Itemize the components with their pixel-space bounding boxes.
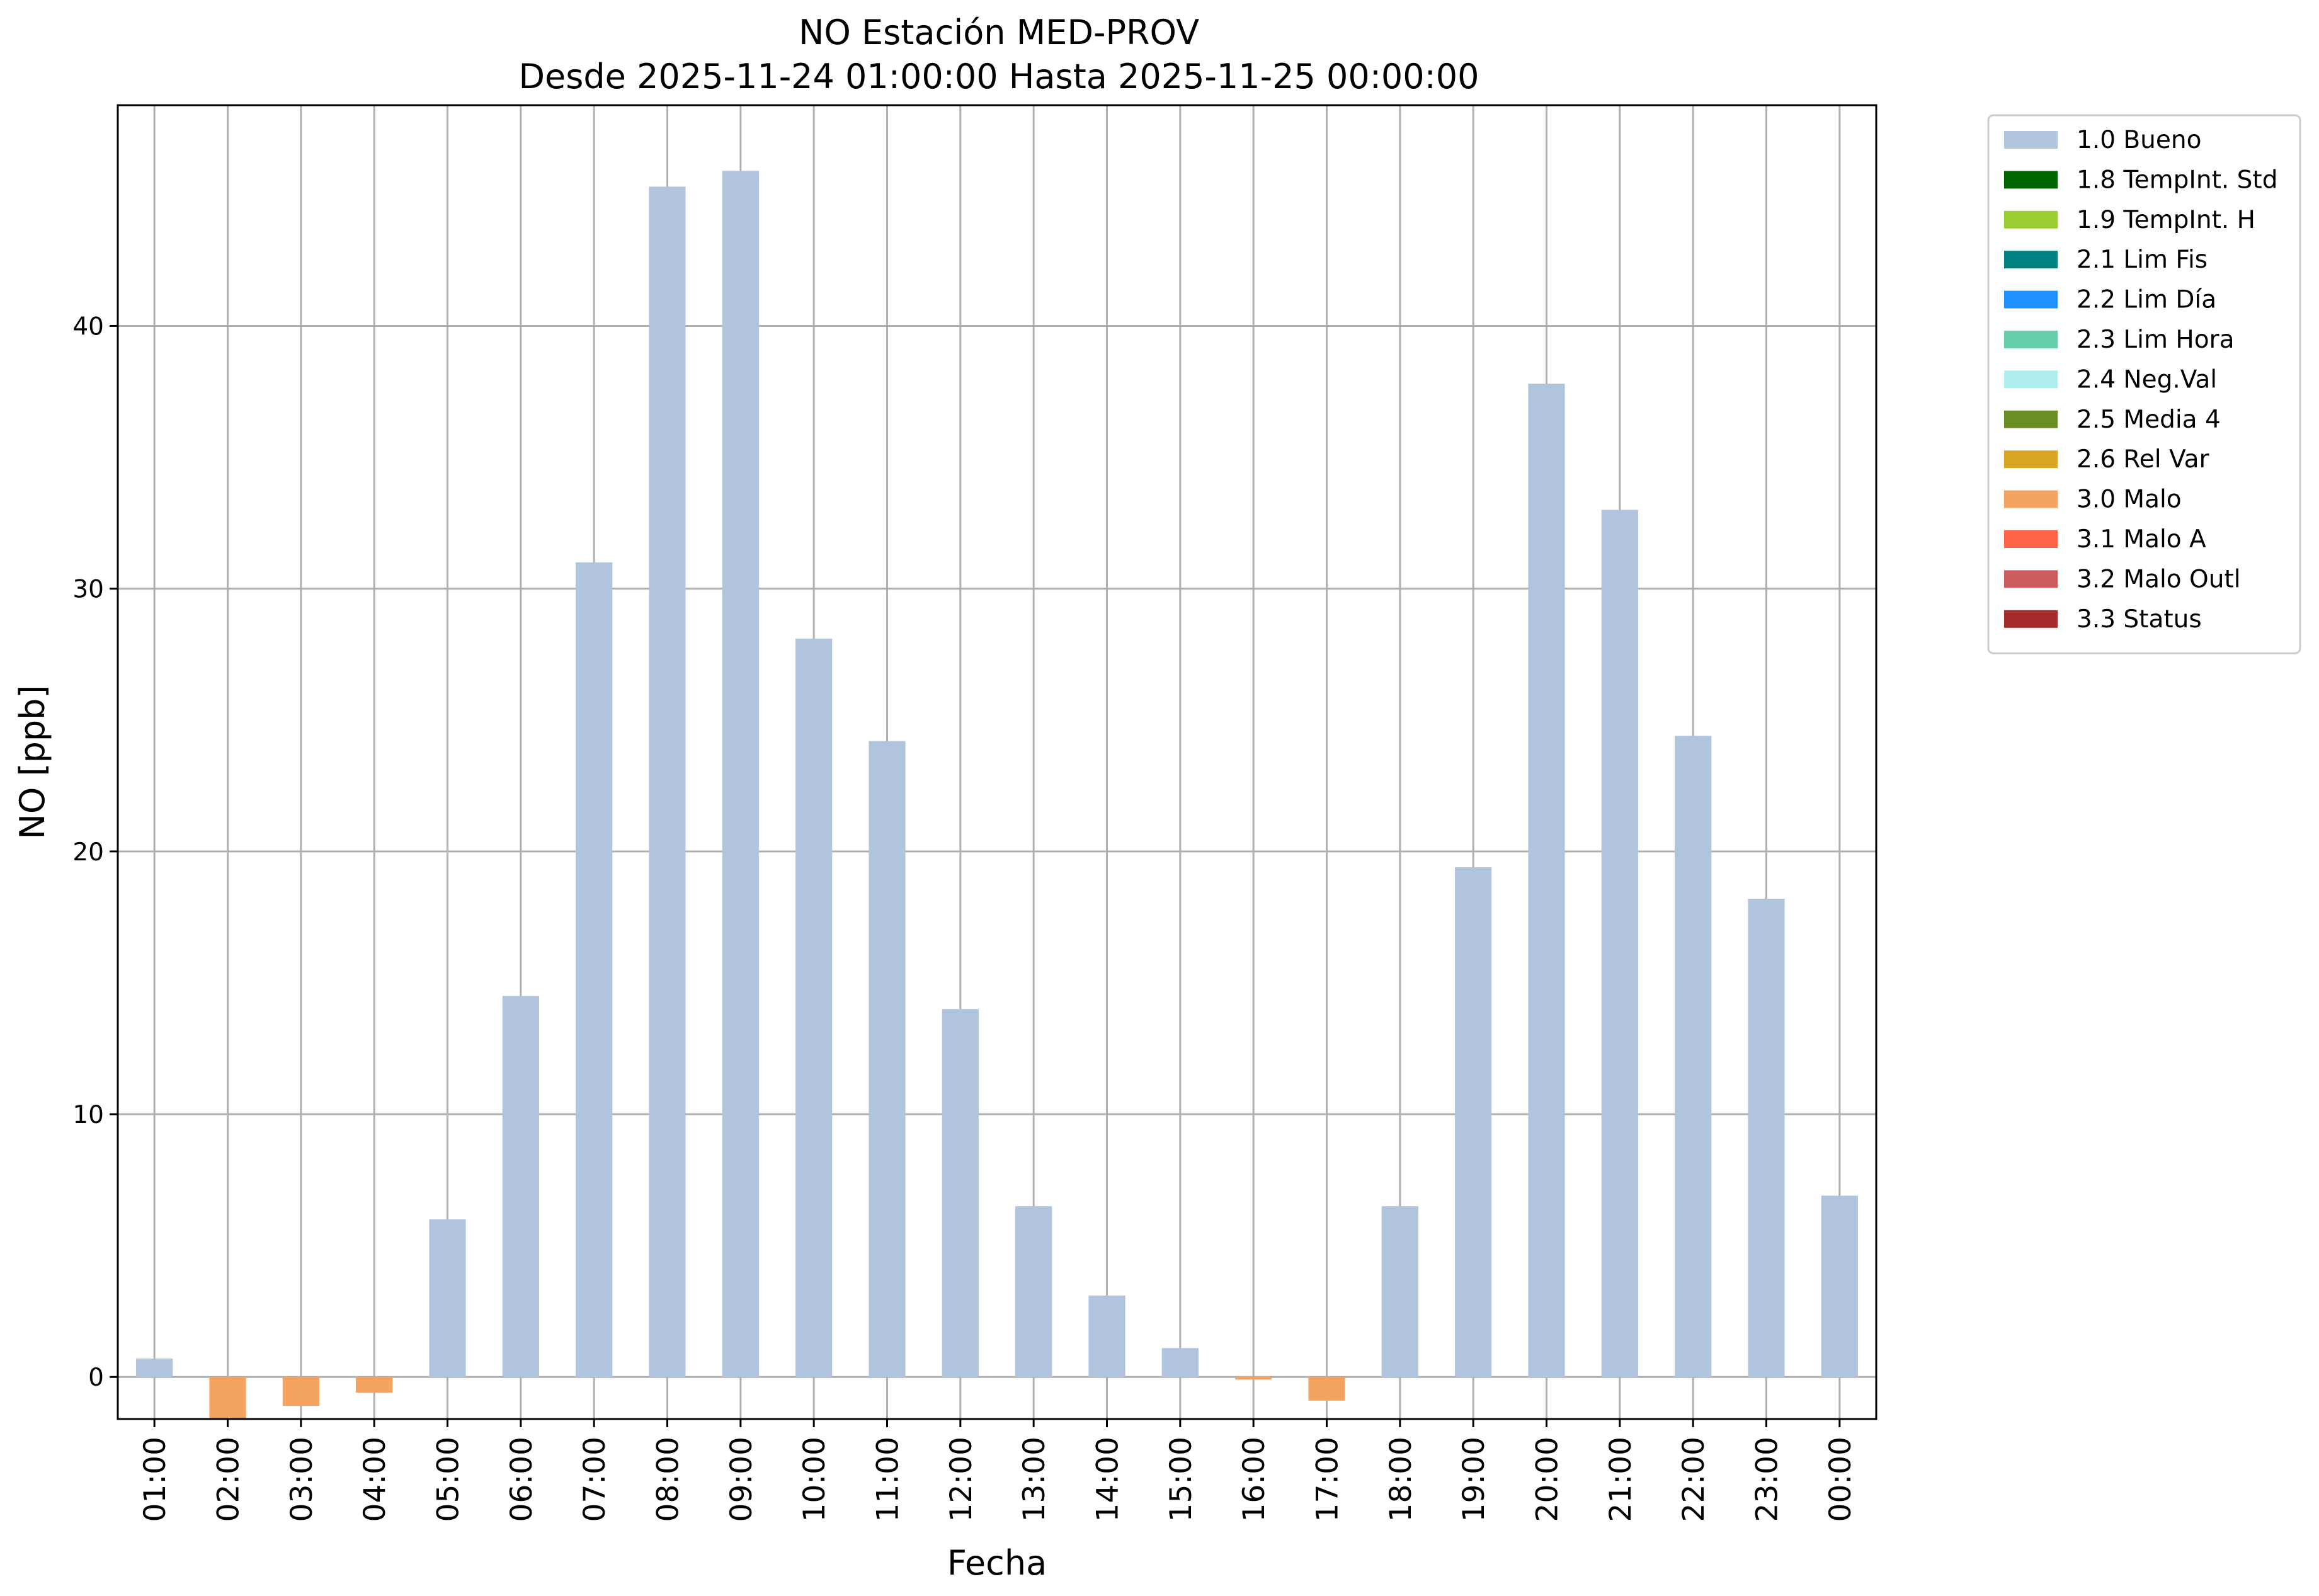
x-tick-label: 23:00 <box>1750 1437 1785 1522</box>
legend-swatch <box>2004 131 2058 149</box>
legend-swatch <box>2004 490 2058 508</box>
y-axis-label: NO [ppb] <box>13 685 52 839</box>
bar <box>795 638 833 1377</box>
bar <box>1528 384 1565 1377</box>
legend-swatch <box>2004 450 2058 469</box>
x-tick-label: 11:00 <box>871 1437 906 1522</box>
legend-swatch <box>2004 610 2058 628</box>
chart-subtitle: Desde 2025-11-24 01:00:00 Hasta 2025-11-… <box>518 57 1479 96</box>
legend-label: 3.2 Malo Outl <box>2077 565 2241 593</box>
x-tick-label: 05:00 <box>431 1437 466 1522</box>
x-tick-label: 03:00 <box>285 1437 319 1522</box>
legend-label: 2.5 Media 4 <box>2077 406 2221 434</box>
legend-label: 2.1 Lim Fis <box>2077 246 2208 274</box>
bar <box>1235 1377 1272 1380</box>
x-tick-label: 10:00 <box>797 1437 832 1522</box>
bar <box>1601 510 1638 1377</box>
legend-label: 1.9 TempInt. H <box>2077 206 2255 234</box>
x-tick-label: 09:00 <box>724 1437 759 1522</box>
legend-frame <box>1987 114 2301 654</box>
bar <box>942 1009 979 1377</box>
legend-label: 2.3 Lim Hora <box>2077 326 2235 354</box>
bar <box>1088 1295 1125 1377</box>
bar <box>649 186 686 1377</box>
legend-swatch <box>2004 171 2058 189</box>
legend-swatch <box>2004 331 2058 348</box>
legend-label: 1.0 Bueno <box>2077 126 2201 154</box>
y-tick-label: 40 <box>72 312 104 341</box>
x-tick-label: 00:00 <box>1823 1437 1858 1522</box>
x-tick-label: 08:00 <box>651 1437 686 1522</box>
x-tick-label: 18:00 <box>1384 1437 1418 1522</box>
bar <box>282 1377 319 1406</box>
plot-area-frame <box>117 104 1877 1420</box>
bar <box>1161 1348 1199 1377</box>
x-tick-label: 15:00 <box>1164 1437 1199 1522</box>
legend-label: 3.3 Status <box>2077 605 2202 634</box>
x-tick-label: 07:00 <box>578 1437 612 1522</box>
bar <box>1675 736 1712 1377</box>
x-tick-label: 12:00 <box>944 1437 979 1522</box>
y-axis-ticks: 0 10 20 30 40 <box>72 312 118 1392</box>
x-tick-label: 19:00 <box>1457 1437 1491 1522</box>
x-tick-label: 21:00 <box>1604 1437 1638 1522</box>
x-tick-label: 01:00 <box>138 1437 173 1522</box>
x-axis-ticks: 01:00 02:00 03:00 04:00 05:00 06:00 07:00 08:00… <box>138 1419 1858 1522</box>
y-tick-label: 30 <box>72 576 104 604</box>
x-tick-label: 02:00 <box>212 1437 246 1522</box>
bar <box>209 1377 246 1419</box>
x-axis-label: Fecha <box>947 1543 1047 1583</box>
x-tick-label: 16:00 <box>1237 1437 1272 1522</box>
bar <box>1748 898 1785 1377</box>
legend-swatch <box>2004 410 2058 428</box>
legend-label: 2.4 Neg.Val <box>2077 365 2217 394</box>
x-tick-label: 06:00 <box>504 1437 539 1522</box>
bars <box>136 171 1858 1419</box>
y-tick-label: 0 <box>88 1364 104 1392</box>
legend-label: 1.8 TempInt. Std <box>2077 166 2277 194</box>
legend-label: 2.6 Rel Var <box>2077 445 2210 474</box>
x-tick-label: 20:00 <box>1530 1437 1565 1522</box>
bar <box>869 741 906 1377</box>
legend-label: 3.0 Malo <box>2077 486 2182 514</box>
x-tick-label: 14:00 <box>1091 1437 1125 1522</box>
bar <box>502 996 539 1377</box>
legend-label: 2.2 Lim Día <box>2077 286 2216 314</box>
x-tick-label: 22:00 <box>1677 1437 1711 1522</box>
legend-swatch <box>2004 570 2058 588</box>
bar <box>429 1219 466 1377</box>
x-tick-label: 04:00 <box>358 1437 392 1522</box>
x-tick-label: 13:00 <box>1017 1437 1052 1522</box>
y-tick-label: 20 <box>72 838 104 867</box>
bar <box>136 1359 173 1377</box>
legend: 1.0 Bueno 1.8 TempInt. Std 1.9 TempInt. H 2… <box>1987 114 2301 654</box>
bar <box>356 1377 393 1393</box>
x-tick-label: 17:00 <box>1311 1437 1345 1522</box>
bar <box>1821 1195 1858 1377</box>
legend-swatch <box>2004 290 2058 309</box>
bar <box>722 171 759 1377</box>
legend-swatch <box>2004 210 2058 229</box>
y-tick-label: 10 <box>72 1101 104 1129</box>
legend-swatch <box>2004 370 2058 389</box>
legend-label: 3.1 Malo A <box>2077 525 2206 554</box>
bar <box>1455 867 1492 1377</box>
legend-swatch <box>2004 530 2058 548</box>
bar <box>1308 1377 1345 1401</box>
bar <box>576 562 613 1377</box>
bar <box>1015 1206 1052 1377</box>
chart-title: NO Estación MED-PROV <box>799 13 1199 52</box>
legend-swatch <box>2004 251 2058 269</box>
bar <box>1381 1206 1418 1377</box>
